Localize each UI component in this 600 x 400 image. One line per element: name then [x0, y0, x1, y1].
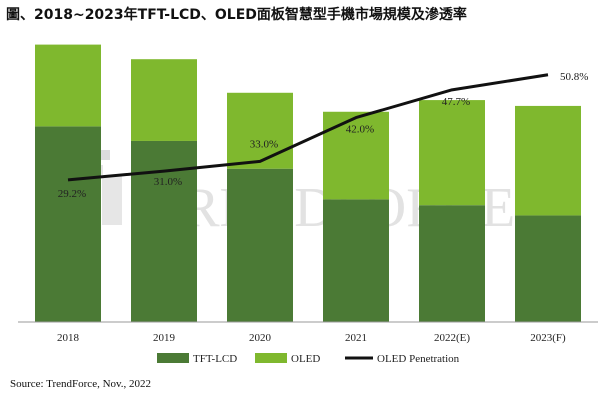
source-note: Source: TrendForce, Nov., 2022	[10, 378, 152, 390]
penetration-data-label: 33.0%	[250, 138, 278, 150]
chart-title: 圖、2018~2023年TFT-LCD、OLED面板智慧型手機市場規模及滲透率	[6, 7, 467, 23]
x-tick-label: 2021	[345, 332, 367, 344]
bar-oled-1	[131, 59, 197, 141]
penetration-data-label: 31.0%	[154, 176, 182, 188]
bar-oled-5	[515, 105, 581, 216]
bar-oled-4	[419, 100, 485, 206]
legend: TFT-LCD OLED OLED Penetration	[157, 353, 460, 365]
bar-tft-lcd-0	[35, 126, 101, 322]
penetration-data-label: 47.7%	[442, 96, 470, 108]
bar-tft-lcd-2	[227, 168, 293, 322]
legend-tft-lcd: TFT-LCD	[157, 353, 237, 365]
x-tick-label: 2019	[153, 332, 176, 344]
bar-tft-lcd-3	[323, 199, 389, 322]
legend-oled-label: OLED	[291, 353, 320, 365]
legend-tft-lcd-swatch	[157, 353, 189, 363]
x-tick-label: 2023(F)	[530, 332, 566, 344]
x-tick-label: 2022(E)	[434, 332, 470, 344]
legend-oled-penetration: OLED Penetration	[345, 353, 460, 365]
line-oled-penetration	[67, 73, 549, 182]
legend-oled: OLED	[255, 353, 320, 365]
legend-oled-penetration-label: OLED Penetration	[377, 353, 460, 365]
x-tick-label: 2020	[249, 332, 272, 344]
bar-oled-2	[227, 92, 293, 169]
bar-tft-lcd-5	[515, 215, 581, 322]
bar-tft-lcd-4	[419, 205, 485, 322]
penetration-data-label: 42.0%	[346, 124, 374, 136]
penetration-data-label: 50.8%	[560, 71, 588, 83]
x-tick-label: 2018	[57, 332, 80, 344]
bar-oled-0	[35, 44, 101, 127]
legend-oled-swatch	[255, 353, 287, 363]
penetration-data-label: 29.2%	[58, 188, 86, 200]
legend-tft-lcd-label: TFT-LCD	[193, 353, 237, 365]
